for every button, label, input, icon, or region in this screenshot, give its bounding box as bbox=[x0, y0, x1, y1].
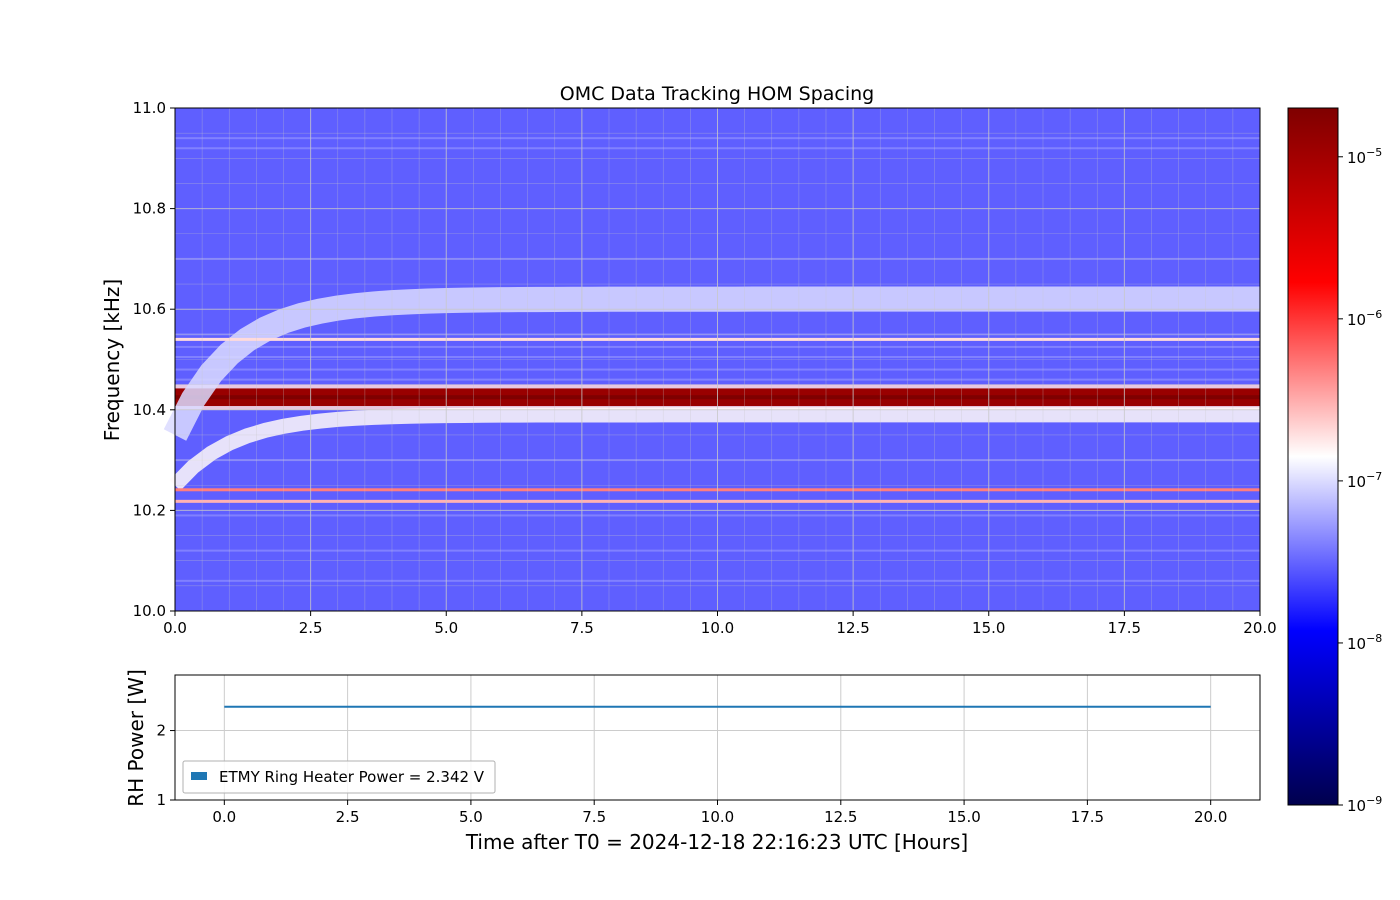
x-tick-label: 0.0 bbox=[163, 619, 187, 637]
spectrogram-grid bbox=[174, 107, 1261, 612]
line-x-tick-label: 17.5 bbox=[1071, 808, 1104, 826]
legend-swatch bbox=[191, 772, 207, 780]
chart-title: OMC Data Tracking HOM Spacing bbox=[560, 83, 874, 105]
y-tick-label: 10.4 bbox=[133, 401, 166, 419]
line-y-tick-label: 2 bbox=[156, 722, 166, 740]
line-x-tick-label: 7.5 bbox=[582, 808, 606, 826]
x-tick-label: 2.5 bbox=[299, 619, 323, 637]
colorbar: 10−5 10−6 10−7 10−8 10−9 bbox=[1287, 107, 1382, 815]
y-tick-label: 10.8 bbox=[133, 200, 166, 218]
line-x-tick-label: 15.0 bbox=[947, 808, 980, 826]
line-x-tick-label: 0.0 bbox=[212, 808, 236, 826]
colorbar-tick-label: 10−8 bbox=[1347, 632, 1382, 653]
legend-entry-label: ETMY Ring Heater Power = 2.342 V bbox=[219, 768, 485, 786]
line-x-tick-label: 10.0 bbox=[701, 808, 734, 826]
colorbar-tick-label: 10−7 bbox=[1347, 470, 1382, 491]
x-tick-label: 7.5 bbox=[570, 619, 594, 637]
y-tick-label: 10.6 bbox=[133, 300, 166, 318]
y-tick-label: 11.0 bbox=[133, 99, 166, 117]
x-tick-label: 20.0 bbox=[1243, 619, 1276, 637]
line-x-tick-label: 5.0 bbox=[459, 808, 483, 826]
y-tick-label: 10.0 bbox=[133, 602, 166, 620]
x-axis-label: Time after T0 = 2024-12-18 22:16:23 UTC … bbox=[465, 830, 968, 854]
x-tick-label: 15.0 bbox=[972, 619, 1005, 637]
x-tick-label: 10.0 bbox=[701, 619, 734, 637]
y-tick-label: 10.2 bbox=[133, 501, 166, 519]
line-y-axis-label: RH Power [W] bbox=[124, 669, 148, 807]
x-tick-label: 17.5 bbox=[1108, 619, 1141, 637]
colorbar-tick-label: 10−5 bbox=[1347, 146, 1382, 167]
spectrogram-ticks: 0.0 2.5 5.0 7.5 10.0 12.5 15.0 17.5 20.0 10.0 10.2… bbox=[133, 99, 1277, 637]
x-tick-label: 12.5 bbox=[836, 619, 869, 637]
colorbar-scale bbox=[1287, 107, 1339, 806]
line-x-tick-label: 20.0 bbox=[1194, 808, 1227, 826]
x-tick-label: 5.0 bbox=[434, 619, 458, 637]
line-x-tick-label: 12.5 bbox=[824, 808, 857, 826]
y-axis-label: Frequency [kHz] bbox=[100, 279, 124, 441]
line-y-tick-label: 1 bbox=[156, 791, 166, 809]
ring-heater-panel: 0.0 2.5 5.0 7.5 10.0 12.5 15.0 17.5 20.0 1 2 RH Po… bbox=[124, 669, 1261, 854]
colorbar-tick-label: 10−9 bbox=[1347, 794, 1382, 815]
spectrogram-panel: OMC Data Tracking HOM Spacing 0.0 2.5 5.0 7… bbox=[100, 83, 1277, 637]
legend-box bbox=[182, 760, 496, 794]
legend: ETMY Ring Heater Power = 2.342 V bbox=[182, 760, 496, 794]
colorbar-ticks: 10−5 10−6 10−7 10−8 10−9 bbox=[1338, 146, 1382, 815]
line-x-tick-label: 2.5 bbox=[336, 808, 360, 826]
line-plot-ticks: 0.0 2.5 5.0 7.5 10.0 12.5 15.0 17.5 20.0 1 2 bbox=[156, 722, 1227, 826]
colorbar-tick-label: 10−6 bbox=[1347, 308, 1382, 329]
